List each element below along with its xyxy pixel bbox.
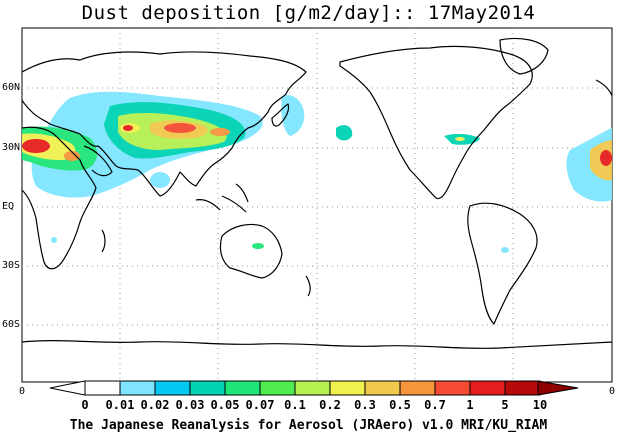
colorbar-label: 0.3 [354, 398, 376, 412]
colorbar-lower-arrow [49, 380, 86, 396]
coast-madagascar [101, 229, 106, 253]
dust-core-east [210, 128, 230, 136]
colorbar-box [469, 380, 506, 396]
colorbar-box [399, 380, 436, 396]
colorbar-boxes [84, 380, 541, 396]
colorbar-label: 5 [501, 398, 509, 412]
dust-core-arabia [64, 151, 80, 161]
coast-samerica [467, 202, 538, 325]
map-title: Dust deposition [g/m2/day]:: 17May2014 [81, 2, 536, 24]
coast-seasia [195, 183, 249, 213]
colorbar-box [189, 380, 226, 396]
dust-core-atlantic [600, 150, 612, 166]
coast-europe [595, 79, 613, 97]
dust-patch-samerica [501, 247, 509, 253]
credit-line: The Japanese Reanalysis for Aerosol (JRA… [69, 418, 548, 433]
colorbar-label: 0.02 [140, 398, 170, 412]
colorbar-label: 0.1 [284, 398, 306, 412]
coast-japan [271, 103, 290, 127]
dust-patch-safrica [51, 237, 57, 243]
lat-label-60s: 60S [2, 319, 21, 330]
lat-label-30n: 30N [2, 142, 21, 153]
coast-antarctica [21, 339, 613, 349]
coastlines [21, 37, 613, 349]
lat-label-60n: 60N [2, 82, 21, 93]
colorbar-box [84, 380, 121, 396]
coast-namerica [339, 45, 533, 200]
colorbar-label: 0.05 [210, 398, 240, 412]
colorbar-label: 0.01 [105, 398, 135, 412]
colorbar-label: 0.5 [389, 398, 411, 412]
colorbar-box [294, 380, 331, 396]
dust-core-west-asia-hot [123, 125, 133, 131]
colorbar [49, 380, 579, 396]
dust-core-gobi [164, 123, 196, 133]
lon-label-left: 0 [19, 386, 26, 397]
graticule [22, 28, 612, 382]
colorbar-label: 0.7 [424, 398, 446, 412]
dust-patch-australia [252, 243, 264, 249]
coast-eurasia [21, 51, 307, 197]
colorbar-box [329, 380, 366, 396]
dust-core-sahara [22, 139, 50, 153]
lat-label-30s: 30S [2, 260, 21, 271]
colorbar-box [434, 380, 471, 396]
lon-label-right: 0 [609, 386, 616, 397]
coast-australia [219, 223, 283, 279]
colorbar-label: 0.07 [245, 398, 275, 412]
dust-core-namerica [455, 137, 465, 141]
colorbar-label: 0 [81, 398, 89, 412]
coast-greenland [499, 37, 549, 75]
dust-patch-india [150, 172, 170, 188]
coast-newzealand [305, 275, 311, 297]
colorbar-label: 10 [532, 398, 548, 412]
coast-arabia [83, 145, 113, 177]
colorbar-label: 0.2 [319, 398, 341, 412]
lat-label-eq: EQ [2, 201, 15, 212]
colorbar-upper-arrow [537, 380, 579, 396]
dust-shading [22, 91, 612, 253]
colorbar-box [364, 380, 401, 396]
colorbar-box [224, 380, 261, 396]
colorbar-box [259, 380, 296, 396]
coast-africa [21, 126, 97, 270]
colorbar-label: 1 [466, 398, 474, 412]
colorbar-box [119, 380, 156, 396]
colorbar-label: 0.03 [175, 398, 205, 412]
colorbar-box [504, 380, 541, 396]
dust-plume-central-pacific [336, 125, 353, 141]
colorbar-box [154, 380, 191, 396]
